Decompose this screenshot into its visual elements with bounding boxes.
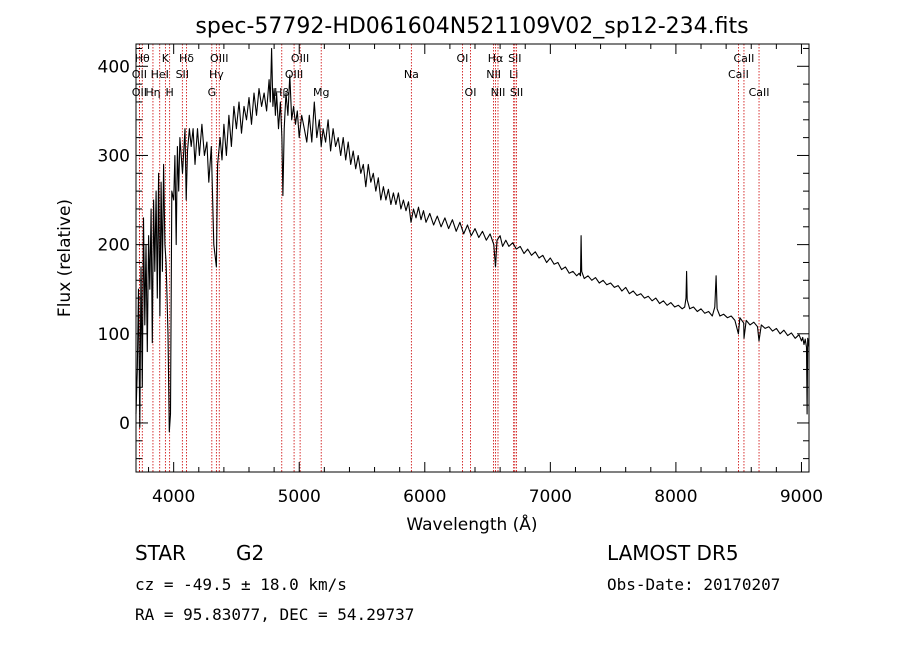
line-marker-label: K <box>162 52 170 65</box>
y-tick-label: 300 <box>98 146 130 166</box>
y-tick-label: 100 <box>98 325 130 345</box>
line-marker-label: Na <box>404 68 419 81</box>
line-marker-label: Mg <box>313 86 329 99</box>
line-marker-label: OIII <box>285 68 303 81</box>
line-marker-label: NII <box>486 68 501 81</box>
y-tick-label: 200 <box>98 236 130 256</box>
redshift-text: cz = -49.5 ± 18.0 km/s <box>135 575 347 594</box>
x-tick-label: 5000 <box>278 487 321 507</box>
x-tick-label: 8000 <box>654 487 697 507</box>
x-tick-label: 4000 <box>152 487 195 507</box>
spectrum-line <box>135 47 810 433</box>
survey-name: LAMOST DR5 <box>607 541 739 565</box>
y-tick-label: 400 <box>98 57 130 77</box>
x-axis: 4000 5000 6000 7000 8000 9000 <box>148 44 823 507</box>
coordinates-text: RA = 95.83077, DEC = 54.29737 <box>135 605 414 624</box>
line-markers: HθOIIOIIHηHeIKHSIIHδGHγOIIIHβOIIIOIIIMgN… <box>132 44 770 472</box>
x-tick-label: 7000 <box>529 487 572 507</box>
line-marker-label: OI <box>465 86 477 99</box>
line-marker-label: Hα <box>488 52 504 65</box>
line-marker-label: HeI <box>151 68 169 81</box>
line-marker-label: CaII <box>733 52 754 65</box>
line-marker-label: Hη <box>145 86 160 99</box>
x-tick-label: 9000 <box>780 487 823 507</box>
y-tick-label: 0 <box>119 414 130 434</box>
line-marker-label: G <box>208 86 217 99</box>
line-marker-label: SII <box>510 86 523 99</box>
line-marker-label: NII <box>491 86 506 99</box>
plot-frame <box>135 43 810 473</box>
line-marker-label: OIII <box>210 52 228 65</box>
x-axis-label: Wavelength (Å) <box>406 513 537 535</box>
line-marker-label: CaII <box>749 86 770 99</box>
line-marker-label: Hγ <box>209 68 224 81</box>
x-tick-label: 6000 <box>403 487 446 507</box>
line-marker-label: CaII <box>728 68 749 81</box>
line-marker-label: Li <box>509 68 518 81</box>
object-subclass: G2 <box>236 541 264 565</box>
line-marker-label: Hθ <box>135 52 150 65</box>
line-marker-label: OI <box>457 52 469 65</box>
line-marker-label: Hδ <box>179 52 194 65</box>
line-marker-label: H <box>166 86 174 99</box>
object-class: STAR <box>135 541 186 565</box>
y-axis-label: Flux (relative) <box>55 199 75 317</box>
obs-date-text: Obs-Date: 20170207 <box>607 575 780 594</box>
chart-title: spec-57792-HD061604N521109V02_sp12-234.f… <box>195 14 748 39</box>
line-marker-label: SII <box>176 68 189 81</box>
line-marker-label: OIII <box>291 52 309 65</box>
y-axis: 0 100 200 300 400 <box>98 47 809 460</box>
line-marker-label: SII <box>508 52 521 65</box>
